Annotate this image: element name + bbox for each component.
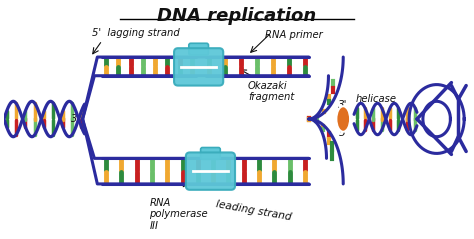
Text: helicase: helicase: [356, 94, 397, 104]
Text: leading strand: leading strand: [215, 199, 292, 222]
Text: 3': 3': [71, 114, 80, 124]
Text: 5': 5': [338, 128, 348, 138]
FancyBboxPatch shape: [174, 48, 223, 86]
FancyBboxPatch shape: [201, 147, 220, 159]
Text: DNA replication: DNA replication: [157, 7, 317, 25]
Ellipse shape: [337, 106, 350, 132]
Text: RNA primer: RNA primer: [264, 31, 322, 40]
Text: RNA
polymerase
III: RNA polymerase III: [149, 198, 208, 231]
FancyBboxPatch shape: [186, 152, 235, 190]
Text: 5'  lagging strand: 5' lagging strand: [92, 28, 180, 38]
Text: 3': 3': [338, 100, 348, 110]
Text: Okazaki
fragment: Okazaki fragment: [248, 81, 294, 102]
FancyBboxPatch shape: [189, 43, 209, 55]
